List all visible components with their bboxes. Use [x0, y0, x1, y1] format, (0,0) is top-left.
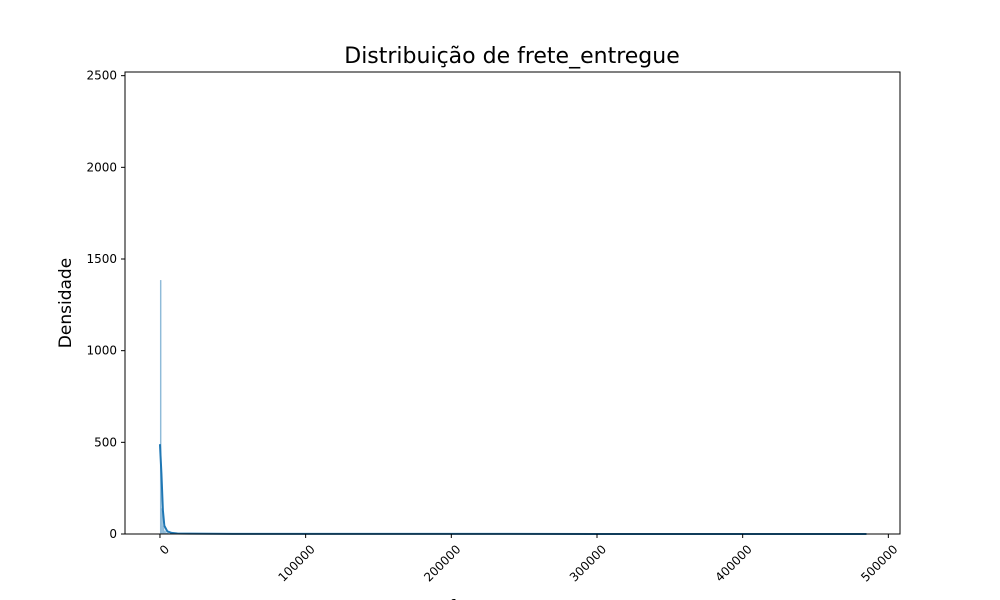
y-tick-label: 2000: [86, 160, 117, 174]
y-axis-label: Densidade: [56, 258, 76, 348]
plot-frame: [124, 71, 901, 535]
kde-line: [158, 444, 867, 535]
y-axis: 0 500 1000 1500 2000 2500: [86, 69, 125, 541]
x-tick-label: 100000: [275, 542, 317, 584]
kde-layer: [158, 444, 867, 535]
chart-title: Distribuição de frete_entregue: [344, 44, 680, 69]
y-tick-label: 1500: [86, 252, 117, 266]
x-tick-label: 0: [157, 542, 172, 557]
histogram-bar: [159, 280, 162, 534]
histogram-bar: [162, 525, 165, 534]
histogram-bar: [165, 532, 169, 534]
y-tick-label: 0: [109, 527, 117, 541]
x-tick-label: 500000: [858, 542, 900, 584]
x-tick-label: 300000: [567, 542, 609, 584]
histogram-bar: [161, 508, 163, 534]
x-axis: 0 100000 200000 300000 400000 500000: [157, 534, 900, 585]
x-tick-label: 200000: [421, 542, 463, 584]
histogram-bar: [164, 530, 166, 534]
x-axis-label: frete_entregue: [449, 597, 575, 600]
y-tick-label: 1000: [86, 344, 117, 358]
y-tick-label: 2500: [86, 69, 117, 83]
x-tick-label: 400000: [713, 542, 755, 584]
y-tick-label: 500: [94, 435, 117, 449]
histogram-bars: [159, 280, 169, 534]
